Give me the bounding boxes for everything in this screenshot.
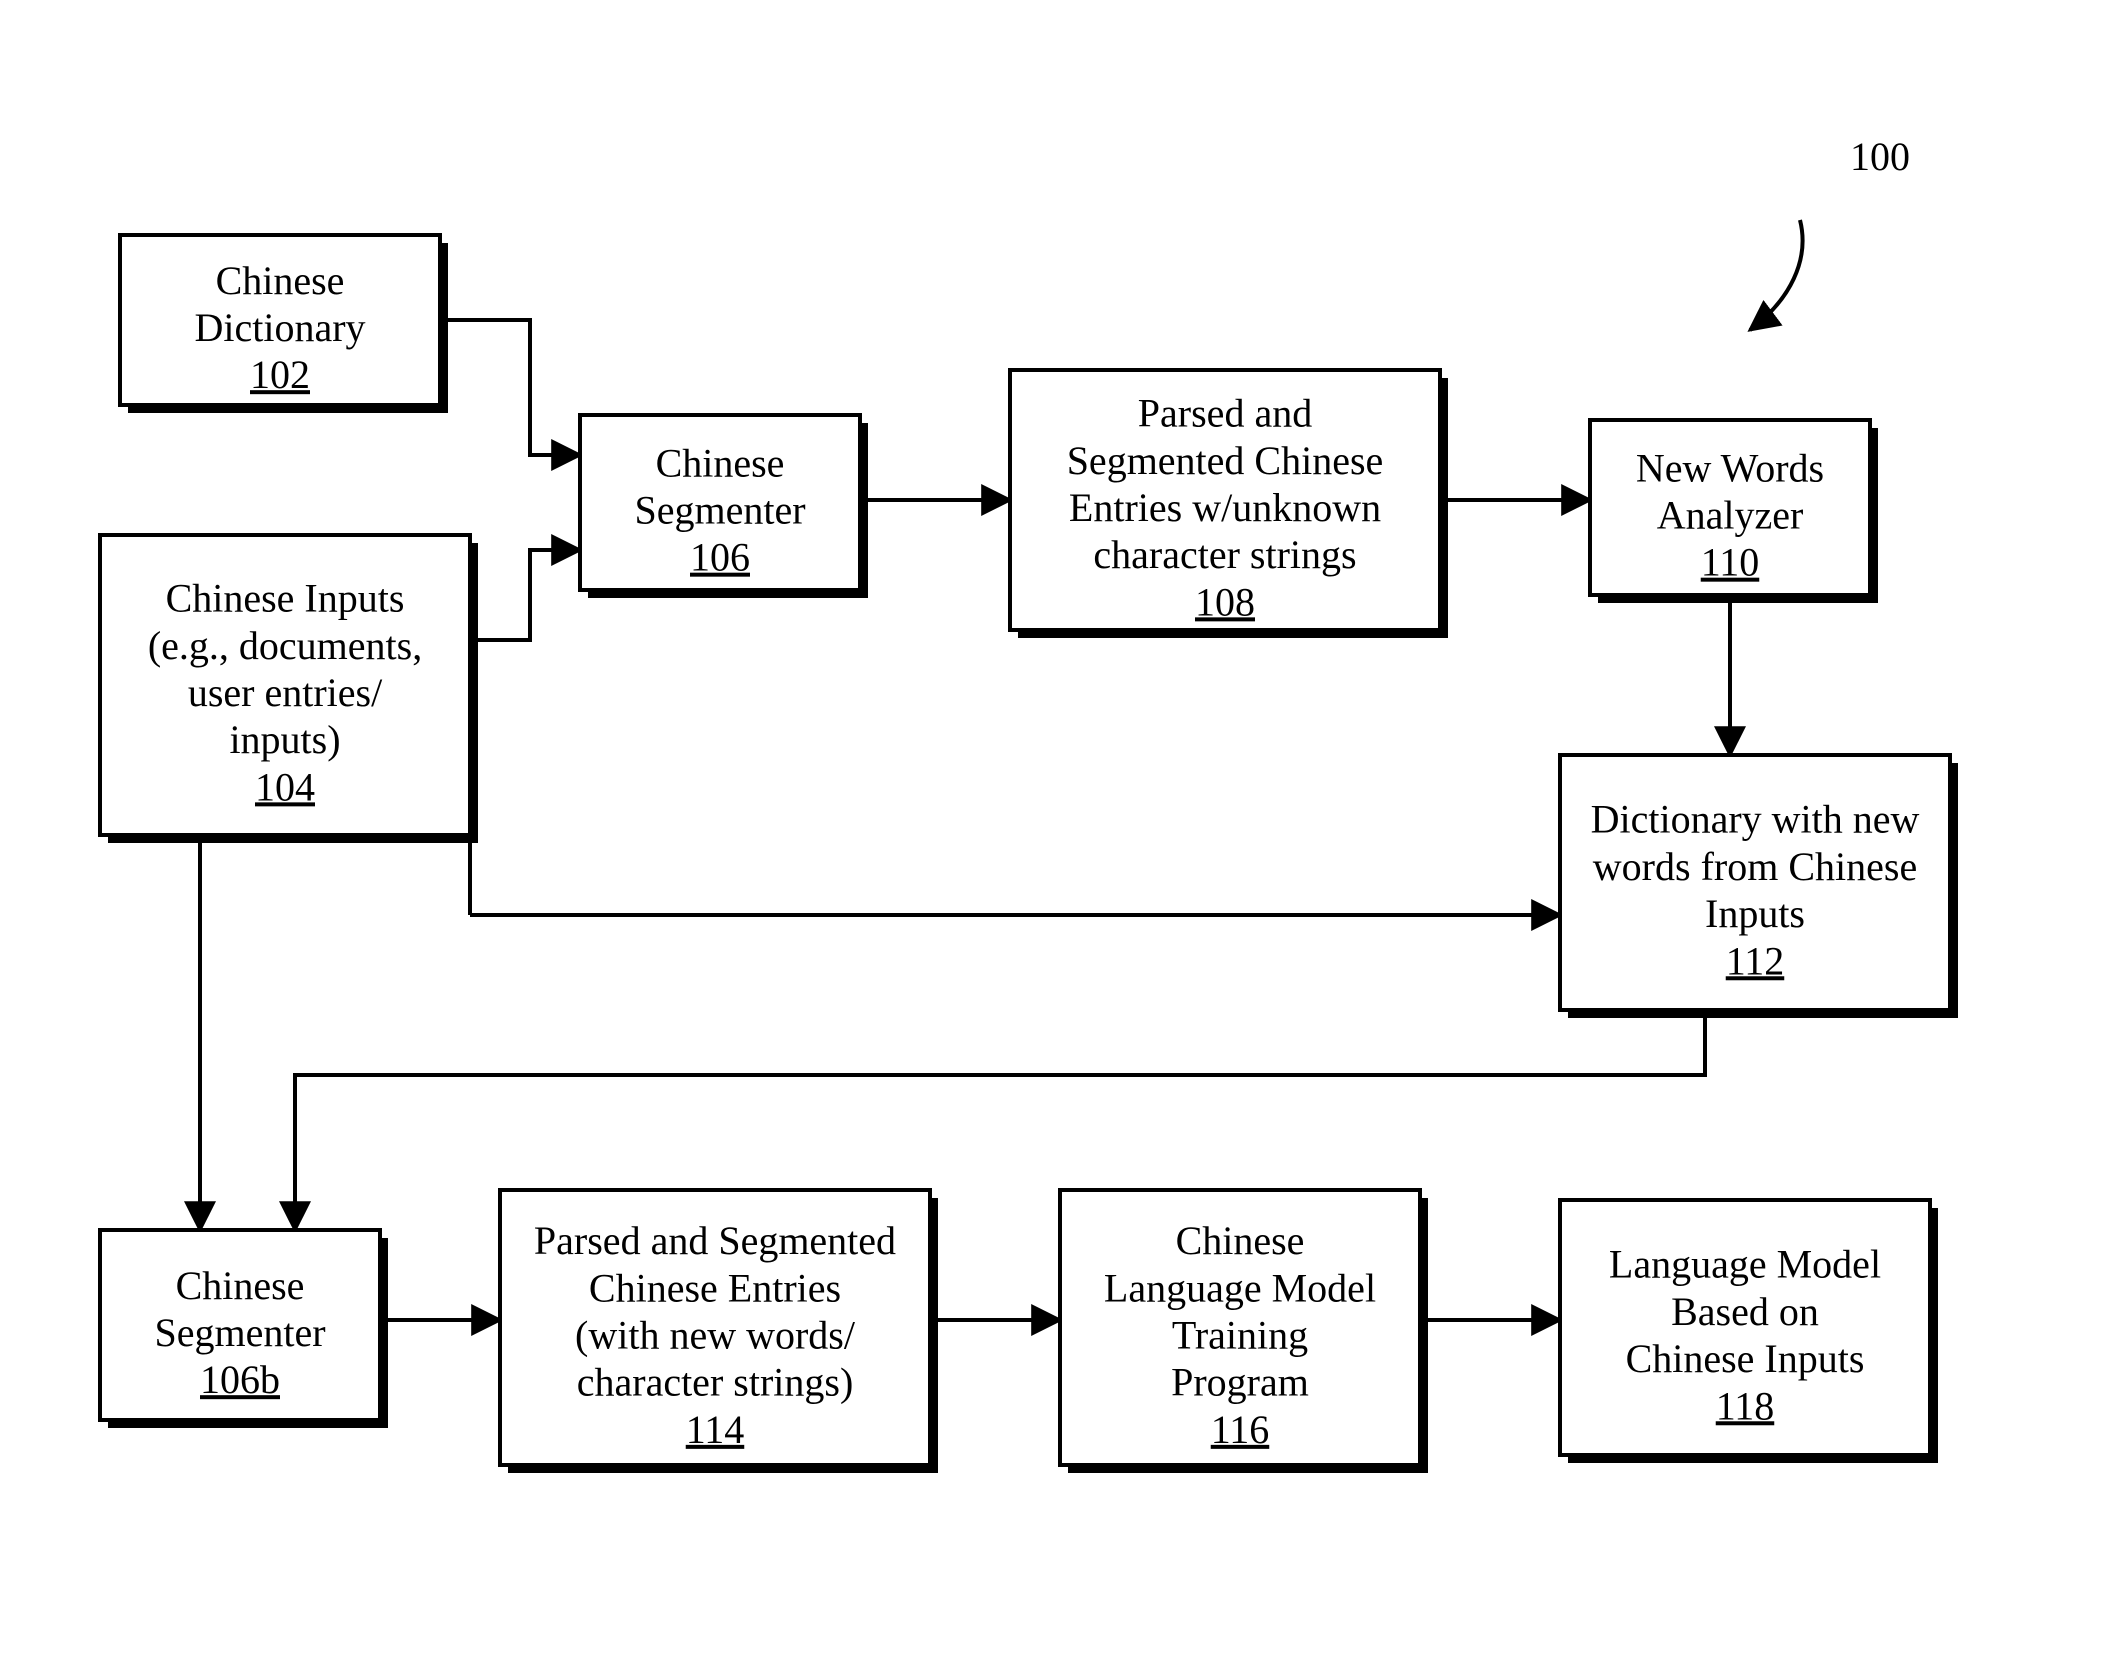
node-label: Training [1172, 1312, 1308, 1357]
node-label: Parsed and [1138, 391, 1312, 436]
node-label: Language Model [1609, 1242, 1881, 1287]
node-ref: 106b [200, 1357, 280, 1402]
node-label: inputs) [229, 717, 340, 762]
node-label: Segmenter [634, 487, 805, 532]
node-label: Chinese Inputs [1626, 1336, 1865, 1381]
node-106b: ChineseSegmenter106b [100, 1230, 388, 1428]
node-108: Parsed andSegmented ChineseEntries w/unk… [1010, 370, 1448, 638]
node-104: Chinese Inputs(e.g., documents,user entr… [100, 535, 478, 843]
figure-ref-label: 100 [1850, 134, 1910, 179]
node-label: character strings) [577, 1360, 854, 1405]
node-ref: 114 [686, 1407, 745, 1452]
node-label: (e.g., documents, [148, 623, 422, 668]
node-ref: 104 [255, 764, 315, 809]
node-label: Segmented Chinese [1067, 438, 1384, 483]
edge [470, 550, 580, 640]
node-118: Language ModelBased onChinese Inputs118 [1560, 1200, 1938, 1463]
node-ref: 102 [250, 352, 310, 397]
node-label: Chinese [656, 440, 785, 485]
figure-ref-pointer [1750, 220, 1803, 330]
node-label: Segmenter [154, 1310, 325, 1355]
node-label: Based on [1671, 1289, 1819, 1334]
node-label: Entries w/unknown [1069, 485, 1381, 530]
node-label: words from Chinese [1593, 844, 1917, 889]
node-ref: 118 [1716, 1383, 1775, 1428]
node-ref: 106 [690, 535, 750, 580]
node-label: New Words [1636, 445, 1824, 490]
node-ref: 108 [1195, 579, 1255, 624]
node-label: Analyzer [1657, 492, 1804, 537]
node-label: Chinese [1176, 1218, 1305, 1263]
nodes: ChineseDictionary102Chinese Inputs(e.g.,… [100, 235, 1958, 1473]
node-ref: 116 [1211, 1407, 1270, 1452]
node-label: Inputs [1705, 891, 1805, 936]
node-label: Chinese [176, 1263, 305, 1308]
node-label: (with new words/ [575, 1312, 856, 1357]
node-110: New WordsAnalyzer110 [1590, 420, 1878, 603]
node-label: Parsed and Segmented [534, 1218, 896, 1263]
node-106: ChineseSegmenter106 [580, 415, 868, 598]
edge [440, 320, 580, 455]
node-label: Chinese Entries [589, 1265, 841, 1310]
node-label: Program [1171, 1360, 1309, 1405]
node-label: character strings [1093, 532, 1356, 577]
flowchart-canvas: 100ChineseDictionary102Chinese Inputs(e.… [0, 0, 2128, 1658]
node-label: Dictionary [194, 305, 365, 350]
node-116: ChineseLanguage ModelTrainingProgram116 [1060, 1190, 1428, 1473]
node-label: Language Model [1104, 1265, 1376, 1310]
node-label: Chinese [216, 258, 345, 303]
node-label: Chinese Inputs [166, 576, 405, 621]
node-112: Dictionary with newwords from ChineseInp… [1560, 755, 1958, 1018]
node-102: ChineseDictionary102 [120, 235, 448, 413]
node-ref: 110 [1701, 540, 1760, 585]
node-114: Parsed and SegmentedChinese Entries(with… [500, 1190, 938, 1473]
node-label: Dictionary with new [1591, 797, 1920, 842]
node-ref: 112 [1726, 938, 1785, 983]
node-label: user entries/ [188, 670, 383, 715]
